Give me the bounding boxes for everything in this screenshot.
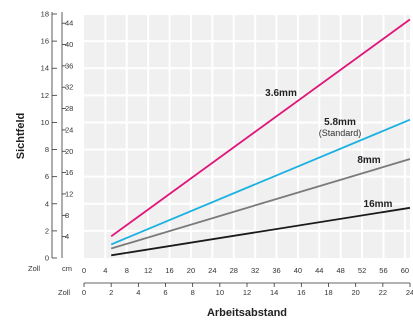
x-tick-cm-label: 24 xyxy=(208,266,216,275)
x-tick-inch-label: 8 xyxy=(191,288,195,297)
y-tick-cm-label: 24 xyxy=(65,125,73,134)
series-lines xyxy=(110,18,411,257)
y-tick-cm-label: 28 xyxy=(65,104,73,113)
series-label-4: 16mm xyxy=(364,199,393,210)
x-tick-inch-label: 20 xyxy=(351,288,359,297)
series-label-2: 5.8mm xyxy=(324,117,356,128)
axes xyxy=(51,12,411,287)
y-tick-inch-label: 16 xyxy=(41,37,49,46)
x-tick-cm-label: 60 xyxy=(401,266,409,275)
x-tick-cm-label: 4 xyxy=(103,266,107,275)
y-axis-inch-unit: Zoll xyxy=(28,264,40,273)
series-label-1: 3.6mm xyxy=(265,88,297,99)
y-tick-cm-label: 36 xyxy=(65,61,73,70)
y-tick-inch-label: 18 xyxy=(41,10,49,19)
series-line-3 xyxy=(110,158,411,250)
x-tick-cm-label: 8 xyxy=(125,266,129,275)
x-tick-cm-label: 40 xyxy=(294,266,302,275)
x-tick-cm-label: 56 xyxy=(379,266,387,275)
series-line-2 xyxy=(110,118,411,246)
y-tick-inch-label: 2 xyxy=(45,226,49,235)
x-axis-title: Arbeitsabstand xyxy=(207,307,287,319)
x-tick-cm-label: 36 xyxy=(272,266,280,275)
x-tick-inch-label: 10 xyxy=(216,288,224,297)
series-sublabel-2: (Standard) xyxy=(319,128,362,138)
y-tick-inch-label: 14 xyxy=(41,64,49,73)
x-tick-cm-label: 20 xyxy=(187,266,195,275)
x-tick-inch-label: 0 xyxy=(82,288,86,297)
x-tick-cm-label: 48 xyxy=(337,266,345,275)
series-line-1 xyxy=(110,18,411,238)
y-tick-inch-label: 4 xyxy=(45,199,49,208)
x-tick-inch-label: 12 xyxy=(243,288,251,297)
x-tick-inch-label: 16 xyxy=(297,288,305,297)
series-labels: 3.6mm 5.8mm(Standard) 8mm 16mm xyxy=(265,88,392,210)
y-tick-inch-label: 0 xyxy=(45,254,49,263)
x-tick-inch-label: 24 xyxy=(406,288,413,297)
x-tick-cm-label: 44 xyxy=(315,266,323,275)
x-axis-inch-unit: Zoll xyxy=(58,288,70,297)
x-axis-cm-unit: cm xyxy=(62,264,72,273)
y-tick-cm-label: 20 xyxy=(65,147,73,156)
x-tick-cm-label: 12 xyxy=(144,266,152,275)
y-tick-cm-label: 16 xyxy=(65,168,73,177)
y-tick-inch-label: 8 xyxy=(45,145,49,154)
x-tick-cm-label: 52 xyxy=(358,266,366,275)
series-label-3: 8mm xyxy=(357,155,380,166)
y-axis-title: Sichtfeld xyxy=(15,113,27,159)
x-tick-cm-label: 28 xyxy=(230,266,238,275)
x-tick-cm-label: 32 xyxy=(251,266,259,275)
y-tick-cm-label: 32 xyxy=(65,83,73,92)
x-tick-inch-label: 6 xyxy=(163,288,167,297)
grid-lines xyxy=(84,13,410,258)
y-tick-cm-label: 4 xyxy=(65,232,69,241)
y-tick-inch-label: 6 xyxy=(45,172,49,181)
x-tick-inch-label: 2 xyxy=(109,288,113,297)
x-tick-inch-label: 18 xyxy=(324,288,332,297)
y-tick-inch-label: 10 xyxy=(41,118,49,127)
x-tick-cm-label: 16 xyxy=(165,266,173,275)
y-tick-cm-label: 44 xyxy=(65,19,73,28)
x-tick-inch-label: 22 xyxy=(379,288,387,297)
series-line-4 xyxy=(111,206,411,257)
y-tick-cm-label: 40 xyxy=(65,40,73,49)
y-tick-cm-label: 8 xyxy=(65,211,69,220)
x-tick-inch-label: 14 xyxy=(270,288,278,297)
y-tick-inch-label: 12 xyxy=(41,91,49,100)
x-tick-cm-label: 0 xyxy=(82,266,86,275)
x-tick-inch-label: 4 xyxy=(136,288,140,297)
y-tick-cm-label: 12 xyxy=(65,189,73,198)
